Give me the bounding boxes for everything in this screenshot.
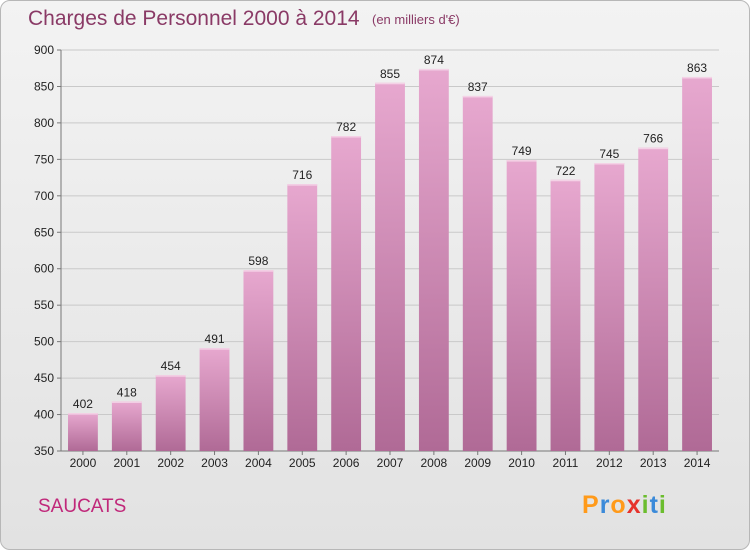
bar-2014 xyxy=(682,76,712,451)
bar-2006 xyxy=(331,136,362,452)
bar-2011 xyxy=(550,179,581,451)
y-tick-label: 700 xyxy=(34,189,54,203)
bar-2012 xyxy=(594,163,625,451)
y-tick-label: 450 xyxy=(34,371,54,385)
data-label-2012: 745 xyxy=(599,147,619,161)
logo-letter: i xyxy=(658,491,667,519)
x-tick-label-2001: 2001 xyxy=(113,456,140,470)
place-name: SAUCATS xyxy=(38,496,127,517)
y-tick-label: 550 xyxy=(34,298,54,312)
chart-subtitle: (en milliers d'€) xyxy=(372,12,460,27)
x-tick-label-2009: 2009 xyxy=(464,456,491,470)
y-tick-label: 850 xyxy=(34,79,54,93)
y-tick-label: 800 xyxy=(34,116,54,130)
bar-highlight xyxy=(682,76,712,79)
bar-highlight xyxy=(331,136,362,138)
bar-2001 xyxy=(111,401,142,451)
y-tick-label: 350 xyxy=(34,444,54,458)
bar-2010 xyxy=(506,160,537,452)
x-tick-label-2014: 2014 xyxy=(684,456,711,470)
bar-highlight xyxy=(506,160,537,162)
bar-2003 xyxy=(199,348,230,451)
bar-highlight xyxy=(375,82,405,85)
logo-letter: P xyxy=(582,491,600,519)
bar-highlight xyxy=(638,147,669,150)
y-tick-label: 500 xyxy=(34,335,54,349)
bar-2007 xyxy=(375,82,405,452)
bar-highlight xyxy=(111,401,142,403)
y-tick-label: 650 xyxy=(34,225,54,239)
chart-title: Charges de Personnel 2000 à 2014 xyxy=(28,7,360,30)
bar-highlight xyxy=(243,270,274,272)
y-tick-label: 400 xyxy=(34,408,54,422)
logo-letter: i xyxy=(641,491,650,519)
bar-highlight xyxy=(550,179,581,182)
bar-2005 xyxy=(287,184,318,452)
x-tick-label-2006: 2006 xyxy=(333,456,360,470)
y-tick-label: 600 xyxy=(34,262,54,276)
data-label-2003: 491 xyxy=(205,332,225,346)
bar-2013 xyxy=(638,147,669,451)
logo-letter: o xyxy=(610,491,627,519)
data-label-2009: 837 xyxy=(468,80,488,94)
data-label-2001: 418 xyxy=(117,385,137,399)
x-tick-label-2005: 2005 xyxy=(289,456,316,470)
x-tick-label-2011: 2011 xyxy=(553,456,579,470)
bar-highlight xyxy=(155,375,186,377)
x-tick-label-2012: 2012 xyxy=(596,456,623,470)
bar-2002 xyxy=(155,375,186,451)
x-tick-label-2007: 2007 xyxy=(377,456,404,470)
bar-2004 xyxy=(243,270,274,451)
x-tick-label-2003: 2003 xyxy=(201,456,228,470)
data-label-2006: 782 xyxy=(336,120,356,134)
bar-highlight xyxy=(462,95,493,98)
data-label-2005: 716 xyxy=(292,168,312,182)
x-tick-label-2002: 2002 xyxy=(157,456,184,470)
y-tick-label: 750 xyxy=(34,152,54,166)
proxiti-logo: Proxiti xyxy=(582,491,667,520)
data-label-2002: 454 xyxy=(161,359,181,373)
logo-letter: r xyxy=(599,491,611,519)
data-label-2013: 766 xyxy=(643,132,663,146)
y-tick-label: 900 xyxy=(34,43,54,57)
x-tick-label-2008: 2008 xyxy=(421,456,448,470)
data-label-2008: 874 xyxy=(424,53,444,67)
x-tick-label-2004: 2004 xyxy=(245,456,272,470)
logo-letter: x xyxy=(626,491,642,519)
data-label-2007: 855 xyxy=(380,67,400,81)
data-label-2004: 598 xyxy=(248,254,268,268)
data-label-2011: 722 xyxy=(555,164,575,178)
bar-highlight xyxy=(287,184,318,186)
x-tick-label-2013: 2013 xyxy=(640,456,667,470)
data-label-2010: 749 xyxy=(512,144,532,158)
x-tick-label-2000: 2000 xyxy=(70,456,97,470)
x-tick-label-2010: 2010 xyxy=(508,456,535,470)
bar-2000 xyxy=(68,413,98,451)
data-label-2014: 863 xyxy=(687,61,707,75)
bar-highlight xyxy=(418,68,449,71)
data-label-2000: 402 xyxy=(73,397,93,411)
bar-highlight xyxy=(594,163,625,165)
bar-2009 xyxy=(462,95,493,451)
bar-2008 xyxy=(418,68,449,451)
bar-highlight xyxy=(199,348,230,350)
logo-letter: t xyxy=(649,491,659,519)
bar-highlight xyxy=(68,413,98,415)
